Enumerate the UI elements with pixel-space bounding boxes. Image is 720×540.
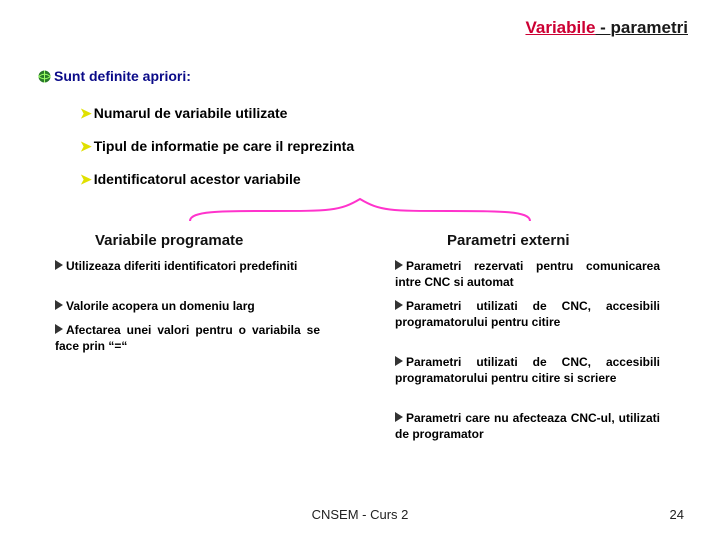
right-bullet-4-text: Parametri care nu afecteaza CNC-ul, util… <box>395 411 660 441</box>
triangle-icon <box>55 324 63 334</box>
left-bullet-1: Utilizeaza diferiti identificatori prede… <box>55 258 320 274</box>
left-bullet-2: Valorile acopera un domeniu larg <box>55 298 320 314</box>
left-bullet-3: Afectarea unei valori pentru o variabila… <box>55 322 320 354</box>
slide-title: Variabile - parametri <box>525 18 688 38</box>
triangle-icon <box>395 260 403 270</box>
left-bullet-3-text: Afectarea unei valori pentru o variabila… <box>55 323 320 353</box>
title-part2: parametri <box>611 18 688 37</box>
right-heading: Parametri externi <box>447 232 570 249</box>
right-bullet-4: Parametri care nu afecteaza CNC-ul, util… <box>395 410 660 442</box>
right-bullet-1: Parametri rezervati pentru comunicarea i… <box>395 258 660 290</box>
brace-icon <box>180 195 540 223</box>
triangle-icon <box>395 356 403 366</box>
globe-icon <box>38 70 51 83</box>
right-bullet-1-text: Parametri rezervati pentru comunicarea i… <box>395 259 660 289</box>
title-sep: - <box>595 18 610 37</box>
left-bullet-2-text: Valorile acopera un domeniu larg <box>66 299 255 313</box>
left-bullet-1-text: Utilizeaza diferiti identificatori prede… <box>66 259 297 273</box>
right-bullet-2-text: Parametri utilizati de CNC, accesibili p… <box>395 299 660 329</box>
triangle-icon <box>55 300 63 310</box>
item-1-text: Numarul de variabile utilizate <box>94 105 288 121</box>
triangle-icon <box>395 412 403 422</box>
item-1: ➤Numarul de variabile utilizate <box>80 105 287 122</box>
chevron-icon: ➤ <box>80 138 92 154</box>
right-bullet-2: Parametri utilizati de CNC, accesibili p… <box>395 298 660 330</box>
intro-text: Sunt definite apriori: <box>54 68 191 84</box>
item-3-text: Identificatorul acestor variabile <box>94 171 301 187</box>
item-2: ➤Tipul de informatie pe care il reprezin… <box>80 138 354 155</box>
triangle-icon <box>395 300 403 310</box>
triangle-icon <box>55 260 63 270</box>
footer-center: CNSEM - Curs 2 <box>0 507 720 522</box>
title-part1: Variabile <box>525 18 595 37</box>
item-3: ➤Identificatorul acestor variabile <box>80 171 301 188</box>
right-bullet-3-text: Parametri utilizati de CNC, accesibili p… <box>395 355 660 385</box>
left-heading: Variabile programate <box>95 232 243 249</box>
chevron-icon: ➤ <box>80 171 92 187</box>
item-2-text: Tipul de informatie pe care il reprezint… <box>94 138 354 154</box>
right-bullet-3: Parametri utilizati de CNC, accesibili p… <box>395 354 660 386</box>
footer-page: 24 <box>670 507 684 522</box>
chevron-icon: ➤ <box>80 105 92 121</box>
